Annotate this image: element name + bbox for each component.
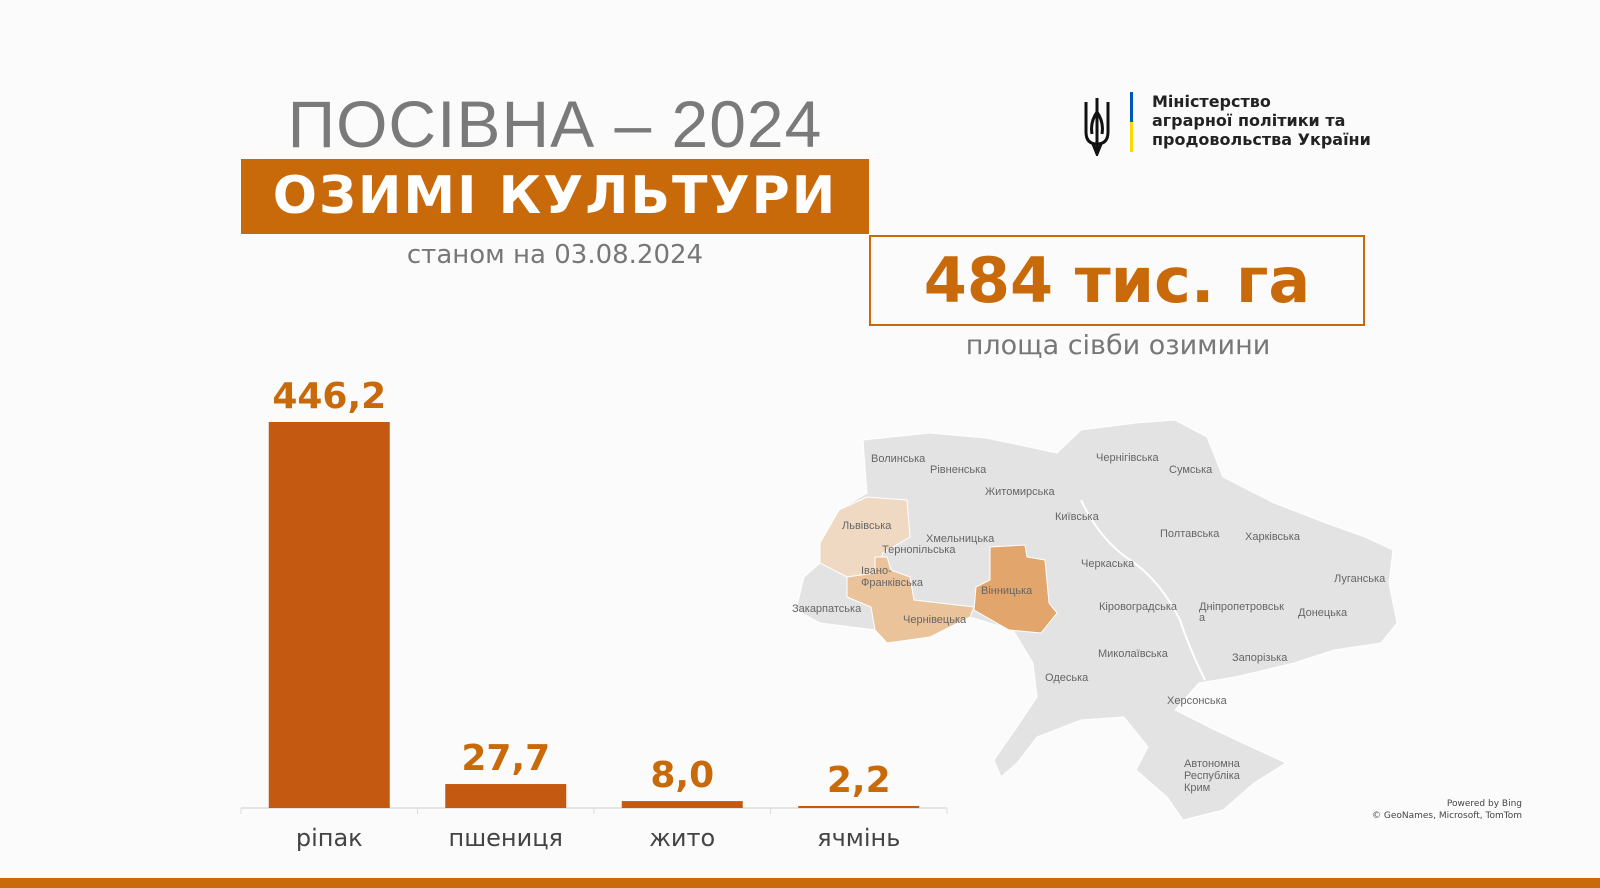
category-label: жито xyxy=(649,824,715,852)
region-label: Сумська xyxy=(1169,464,1213,476)
attribution-sources: © GeoNames, Microsoft, TomTom xyxy=(1371,811,1522,821)
region-label: Вінницька xyxy=(981,585,1033,597)
bar-value-label: 8,0 xyxy=(650,755,714,796)
region-label: а xyxy=(1199,612,1206,624)
bottom-stripe xyxy=(0,878,1600,888)
region-label: Закарпатська xyxy=(792,603,862,615)
bar-value-label: 446,2 xyxy=(272,376,386,417)
region-label: Черкаська xyxy=(1081,558,1135,570)
map-attribution: Powered by Bing © GeoNames, Microsoft, T… xyxy=(1372,798,1522,822)
flag-blue xyxy=(1130,92,1133,122)
region-label: Миколаївська xyxy=(1098,648,1169,660)
region-label: Полтавська xyxy=(1160,528,1220,540)
ministry-line2: аграрної політики та xyxy=(1152,111,1346,130)
region-label: Запорізька xyxy=(1232,652,1288,664)
attribution-powered: Powered by Bing xyxy=(1446,799,1522,809)
region-vinnytsia xyxy=(973,544,1058,634)
category-label: ячмінь xyxy=(817,824,900,852)
region-label: Івано- xyxy=(861,565,892,577)
bar-жито xyxy=(621,801,743,808)
region-label: Херсонська xyxy=(1167,695,1228,707)
ukraine-map: Волинська Рівненська Житомирська Чернігівсь… xyxy=(792,419,1398,821)
ministry-logo xyxy=(1084,92,1133,156)
region-label: Волинська xyxy=(871,453,926,465)
category-label: ріпак xyxy=(296,824,363,852)
region-label: Рівненська xyxy=(930,464,987,476)
region-label: Житомирська xyxy=(985,486,1055,498)
bar-value-label: 2,2 xyxy=(827,760,891,801)
region-label: Львівська xyxy=(842,520,892,532)
total-area-value: 484 тис. га xyxy=(869,235,1365,326)
region-label: Хмельницька xyxy=(926,533,995,545)
region-label: Тернопільська xyxy=(882,544,956,556)
region-label: Кіровоградська xyxy=(1099,601,1178,613)
region-label: Франківська xyxy=(861,577,924,589)
total-area-label: площа сівби озимини xyxy=(965,330,1271,361)
region-label: Одеська xyxy=(1045,672,1089,684)
ministry-line1: Міністерство xyxy=(1152,92,1271,111)
region-label: Чернівецька xyxy=(903,614,967,626)
region-ivano-frankivsk-chernivtsi xyxy=(846,556,975,644)
bar-пшениця xyxy=(445,784,567,808)
date-caption: станом на 03.08.2024 xyxy=(406,240,704,270)
region-label: Автономна xyxy=(1184,758,1241,770)
river-dnipro xyxy=(1080,499,1206,681)
region-label: Дніпропетровськ xyxy=(1199,601,1284,613)
region-label: Республіка xyxy=(1184,770,1241,782)
bar-value-label: 27,7 xyxy=(461,738,550,779)
region-label: Харківська xyxy=(1245,531,1301,543)
ministry-name: Міністерство аграрної політики та продов… xyxy=(1152,92,1371,149)
region-label: Київська xyxy=(1055,511,1100,523)
ministry-line3: продовольства України xyxy=(1152,130,1371,149)
region-label: Чернігівська xyxy=(1096,452,1160,464)
bar-ячмінь xyxy=(798,806,920,808)
flag-yellow xyxy=(1130,122,1133,152)
banner-title: ОЗИМІ КУЛЬТУРИ xyxy=(241,159,869,234)
region-label: Крим xyxy=(1184,782,1210,794)
bar-ріпак xyxy=(268,422,390,808)
category-label: пшениця xyxy=(449,824,563,852)
trident-icon xyxy=(1084,98,1110,156)
page-title: ПОСІВНА – 2024 xyxy=(287,87,823,161)
region-label: Донецька xyxy=(1298,607,1348,619)
region-label: Луганська xyxy=(1334,573,1386,585)
